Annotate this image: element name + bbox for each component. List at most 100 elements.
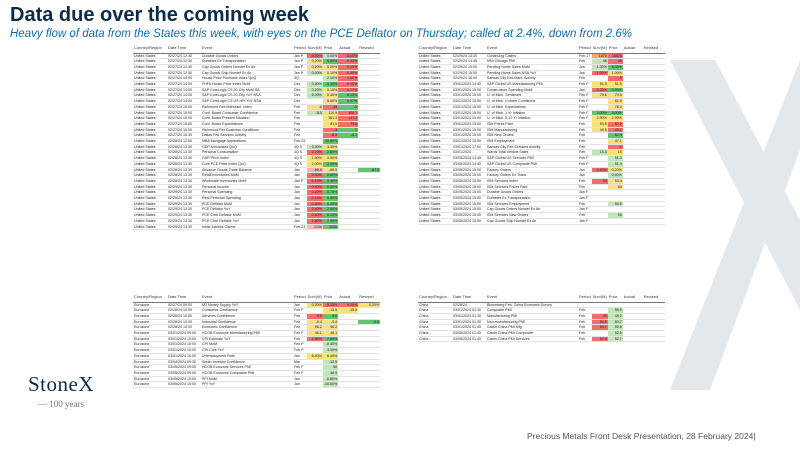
table-cell: -15.5: [338, 307, 359, 314]
table-cell: Factory Orders Ex Trans: [486, 172, 578, 179]
table-row: United States 02/29/24 16:00 Kansas City F…: [418, 75, 665, 82]
table-cell: ISM Services New Orders: [486, 212, 578, 219]
table-cell: Jan: [293, 201, 307, 208]
table-cell: [642, 212, 665, 219]
table-cell: Feb: [578, 178, 592, 185]
table-cell: [338, 144, 359, 151]
table-cell: 5.40%: [322, 92, 339, 100]
column-header: Event: [201, 45, 293, 54]
table-cell: [622, 115, 643, 122]
table-cell: Advance Goods Trade Balance: [201, 167, 293, 174]
table-cell: United States: [133, 53, 167, 60]
table-cell: S&P CoreLogic CS 20-City YoY NSA: [201, 92, 293, 100]
table-cell: [622, 212, 643, 219]
table-cell: Feb-23: [293, 138, 307, 145]
table-cell: 0.20%: [358, 302, 381, 309]
table-cell: [591, 104, 608, 111]
table-cell: 03/01/2024 15:00: [452, 127, 486, 134]
table-row: United States 02/27/24 15:00 Richmond Fed …: [133, 127, 381, 134]
table-cell: United States: [418, 121, 452, 128]
table-cell: [607, 195, 623, 202]
table-cell: 02/29/24 13:30: [167, 195, 201, 202]
table-row: Eurozone 03/05/2024 10:00 PPI MoM Jan -0.80%: [133, 376, 381, 383]
table-cell: [358, 87, 381, 94]
table-row: United States 03/01/2024 15:00 ISM New Ord…: [418, 132, 665, 140]
table-row: United States 02/27/24 15:00 Richmond Fed …: [133, 104, 381, 111]
table-cell: United States: [133, 132, 167, 140]
table-cell: Feb: [578, 144, 592, 151]
table-cell: Conf. Board Expectations: [201, 121, 293, 128]
table-cell: [622, 98, 643, 105]
table-cell: 0.00%: [322, 53, 339, 60]
table-cell: [642, 127, 665, 134]
column-header: Event: [201, 294, 293, 303]
table-cell: China: [418, 313, 452, 320]
table-cell: 03/01/2024 15:00: [452, 138, 486, 145]
eurozone-table: Country/Region Date Time Event Period Surv(M…: [133, 294, 381, 389]
table-cell: 02/27/24 15:00: [167, 115, 201, 122]
column-header: Date Time: [452, 294, 486, 303]
table-cell: 53.5: [591, 121, 608, 128]
table-cell: 03/05/2024 15:00: [452, 212, 486, 219]
table-cell: [338, 376, 359, 383]
table-cell: Feb F: [578, 104, 592, 111]
table-row: Eurozone 03/04/2024 09:30 Sentix Investor …: [133, 359, 381, 366]
table-row: Eurozone 03/05/2024 09:00 HCOB Eurozone Co…: [133, 370, 381, 377]
table-cell: [306, 121, 323, 128]
table-row: Eurozone 02/28/24 10:00 Consumer Confidenc…: [133, 307, 381, 314]
table-cell: 50.8: [607, 324, 623, 331]
table-cell: [642, 75, 665, 82]
table-cell: 03/01/2024: [452, 149, 486, 157]
table-cell: [358, 381, 381, 389]
table-cell: 02/28/24 13:30: [167, 155, 201, 162]
table-cell: 52.5: [607, 330, 623, 337]
table-cell: 03/01/2024 01:30: [452, 319, 486, 326]
table-row: United States 02/27/24 15:30 Dallas Fed Se…: [133, 132, 381, 140]
table-cell: ISM Prices Paid: [486, 121, 578, 128]
table-row: United States 02/29/24 15:00 Pending Home …: [418, 70, 665, 77]
table-cell: Feb: [293, 104, 307, 111]
table-cell: [622, 53, 643, 60]
table-row: Eurozone 03/01/2024 10:00 CPI Estimate YoY…: [133, 336, 381, 343]
table-cell: -88.5: [322, 167, 339, 174]
table-cell: -10.60%: [322, 381, 339, 389]
table-cell: Jan P: [293, 64, 307, 71]
table-cell: [642, 58, 665, 65]
table-cell: [306, 359, 323, 366]
table-cell: [642, 330, 665, 337]
table-cell: 3.00%: [591, 110, 608, 117]
table-cell: 03/05/2024 14:45: [452, 161, 486, 168]
table-cell: [642, 206, 665, 214]
column-header: Actual: [338, 294, 359, 303]
table-cell: [358, 132, 381, 140]
table-cell: Services Confidence: [201, 313, 293, 320]
table-cell: 53: [591, 178, 608, 185]
table-row: Eurozone 03/05/2024 10:00 PPI YoY Jan -10.60…: [133, 381, 381, 389]
table-cell: 03/01/2024 10:00: [167, 353, 201, 360]
table-cell: [338, 324, 359, 331]
table-cell: [622, 70, 643, 77]
table-cell: 1875: [591, 53, 608, 60]
table-cell: United States: [418, 127, 452, 134]
table-row: United States 02/27/24 12:30 Cap Goods Shi…: [133, 70, 381, 77]
table-cell: Eurozone: [133, 313, 167, 320]
table-cell: 03/05/2024 15:00: [452, 218, 486, 225]
table-cell: Durables Ex Transportation: [486, 195, 578, 202]
table-cell: CPI Estimate YoY: [201, 336, 293, 343]
table-cell: 48.9: [322, 370, 339, 377]
table-cell: 2.70%: [306, 149, 323, 157]
table-row: United States 03/01/2024 17:00 Kansas City…: [418, 144, 665, 151]
table-row: United States 02/28/24 13:30 Wholesale Inv…: [133, 178, 381, 185]
table-row: United States 02/27/24 14:00 FHFA House Pr…: [133, 81, 381, 88]
table-cell: Wholesale Inventories MoM: [201, 178, 293, 185]
table-cell: 49.2: [607, 313, 623, 320]
table-cell: -0.10%: [338, 81, 359, 88]
table-cell: 46.1: [306, 330, 323, 337]
table-cell: [358, 206, 381, 214]
table-cell: Economic Confidence: [201, 324, 293, 331]
table-cell: Feb: [578, 132, 592, 140]
table-cell: 03/05/2024 10:00: [167, 381, 201, 389]
table-cell: Jan P: [293, 178, 307, 185]
table-cell: [358, 110, 381, 117]
table-cell: [338, 218, 359, 225]
